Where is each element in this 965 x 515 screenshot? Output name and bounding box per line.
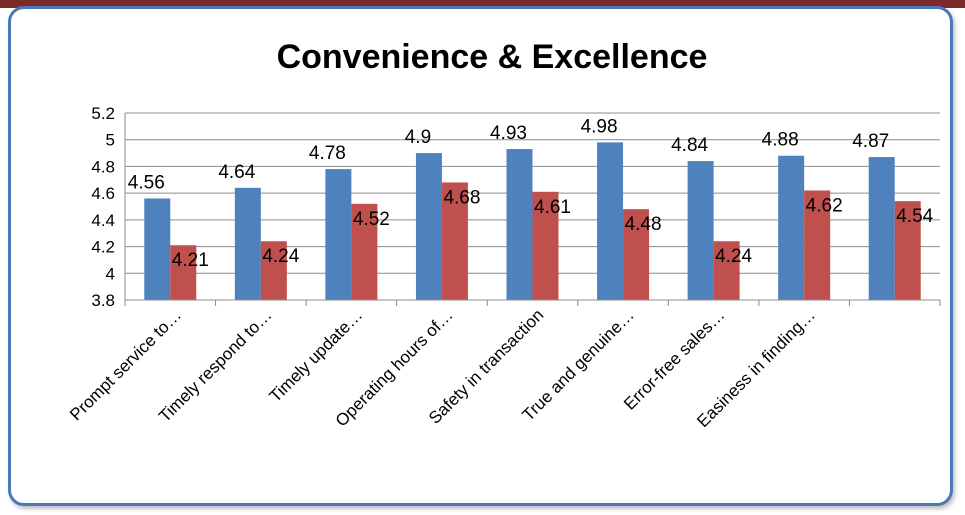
bar-series-2: [532, 191, 559, 300]
data-label: 4.21: [172, 250, 209, 271]
y-tick-label: 4.4: [91, 211, 115, 230]
top-bar: [0, 0, 965, 8]
y-tick-label: 4.6: [91, 184, 115, 203]
bar-series-2: [170, 245, 197, 300]
data-label: 4.24: [715, 246, 752, 267]
data-label: 4.54: [896, 206, 933, 227]
chart-title: Convenience & Excellence: [277, 38, 708, 76]
y-tick-label: 4: [106, 264, 115, 283]
bar-series-2: [351, 203, 378, 300]
data-label: 4.64: [218, 162, 255, 183]
axis: [124, 113, 941, 306]
y-tick-labels: 3.8 4 4.2 4.4 4.6 4.8 5 5.2: [91, 104, 115, 310]
bar-series-1: [234, 187, 261, 300]
data-label: 4.48: [625, 214, 662, 235]
bar-series-2: [713, 241, 740, 300]
bar-series-2: [623, 209, 650, 300]
data-labels: 4.56 4.64 4.78 4.9 4.93 4.98 4.84 4.88 4.87 4.21 4…: [128, 116, 934, 271]
data-label: 4.88: [762, 130, 799, 151]
data-label: 4.52: [353, 209, 390, 230]
bar-series-1: [325, 169, 352, 300]
bar-series-1: [597, 142, 624, 300]
bar-series-1: [506, 149, 533, 300]
data-label: 4.62: [806, 195, 843, 216]
bar-series-2: [894, 201, 921, 300]
data-label: 4.68: [443, 187, 480, 208]
x-category-labels: Prompt service to…Timely respond to…Time…: [66, 305, 819, 431]
y-tick-label: 5.2: [91, 104, 115, 123]
bar-series-1: [687, 161, 714, 300]
y-tick-label: 4.8: [91, 157, 115, 176]
y-tick-label: 4.2: [91, 238, 115, 257]
bar-series-2: [441, 182, 468, 300]
bar-series-1: [144, 198, 171, 300]
bar-series-1: [415, 153, 442, 300]
data-label: 4.93: [490, 123, 527, 144]
y-tick-label: 5: [106, 131, 115, 150]
data-label: 4.98: [581, 116, 618, 137]
bars: [144, 142, 921, 300]
data-label: 4.61: [534, 197, 571, 218]
y-tick-label: 3.8: [91, 291, 115, 310]
x-category-label: Timely update…: [266, 305, 367, 406]
bar-series-2: [804, 190, 831, 300]
bar-series-1: [778, 155, 805, 300]
bar-series-1: [868, 157, 895, 300]
data-label: 4.56: [128, 172, 165, 193]
data-label: 4.84: [671, 135, 708, 156]
data-label: 4.9: [405, 127, 431, 148]
data-label: 4.24: [262, 246, 299, 267]
bar-series-2: [260, 241, 287, 300]
data-label: 4.87: [852, 131, 889, 152]
data-label: 4.78: [309, 143, 346, 164]
